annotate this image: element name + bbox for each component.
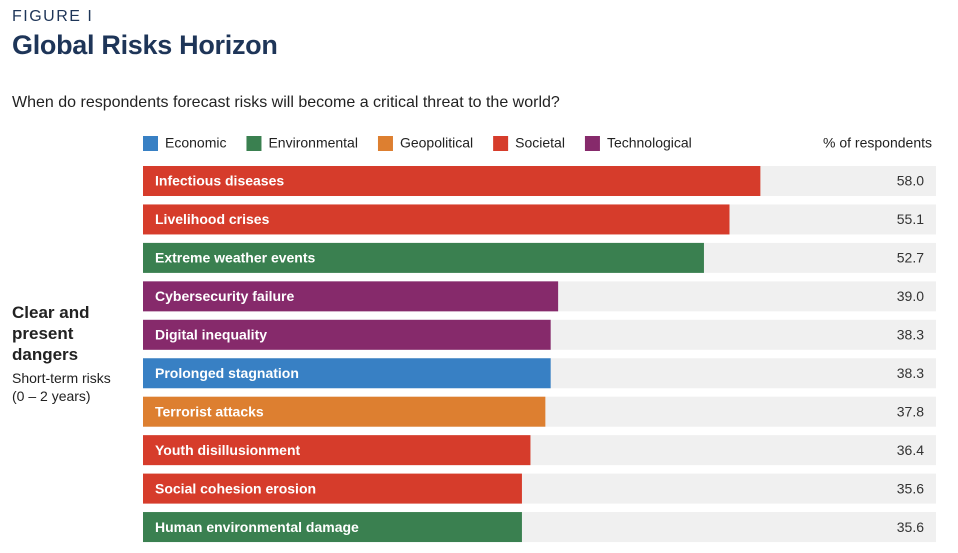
bar: [143, 319, 551, 350]
bar: [143, 242, 704, 273]
value-label: 36.4: [897, 442, 924, 458]
bar: [143, 512, 522, 543]
legend-swatch: [584, 136, 600, 151]
bar-label: Human environmental damage: [155, 519, 359, 535]
bar: [143, 204, 730, 235]
value-label: 58.0: [897, 173, 924, 189]
value-label: 55.1: [897, 211, 924, 227]
chart-title: Global Risks Horizon: [12, 30, 278, 60]
bar-label: Cybersecurity failure: [155, 288, 294, 304]
bar-label: Extreme weather events: [155, 250, 316, 266]
legend-label: Societal: [515, 135, 565, 151]
value-label: 52.7: [897, 250, 924, 266]
group-label: Clear and present dangers: [12, 303, 90, 364]
bar-label: Youth disillusionment: [155, 442, 301, 458]
bar: [143, 473, 522, 504]
bar-label: Prolonged stagnation: [155, 365, 299, 381]
group-sublabel: Short-term risks (0 – 2 years): [12, 370, 111, 404]
bar-label: Social cohesion erosion: [155, 480, 316, 496]
bar-label: Terrorist attacks: [155, 403, 264, 419]
legend-label: Technological: [607, 135, 692, 151]
figure-label: FIGURE I: [12, 8, 94, 25]
chart-subtitle: When do respondents forecast risks will …: [12, 94, 560, 111]
bar-label: Digital inequality: [155, 327, 267, 343]
bar: [143, 358, 551, 389]
legend-swatch: [246, 136, 262, 151]
bar: [143, 281, 559, 312]
value-label: 38.3: [897, 327, 924, 343]
bar-label: Infectious diseases: [155, 173, 284, 189]
legend-label: Environmental: [268, 135, 358, 151]
legend-swatch: [143, 136, 158, 151]
value-label: 35.6: [897, 480, 924, 496]
bar: [143, 435, 531, 466]
legend-label: Economic: [165, 135, 226, 151]
legend-swatch: [377, 136, 393, 151]
legend-swatch: [493, 136, 509, 151]
legend-label: Geopolitical: [400, 135, 473, 151]
value-label: 39.0: [897, 288, 924, 304]
value-label: 35.6: [897, 519, 924, 535]
bar: [143, 396, 546, 427]
bar: [143, 166, 761, 196]
value-label: 37.8: [897, 403, 924, 419]
value-label: 38.3: [897, 365, 924, 381]
value-axis-label: % of respondents: [823, 135, 932, 151]
bar-label: Livelihood crises: [155, 211, 270, 227]
